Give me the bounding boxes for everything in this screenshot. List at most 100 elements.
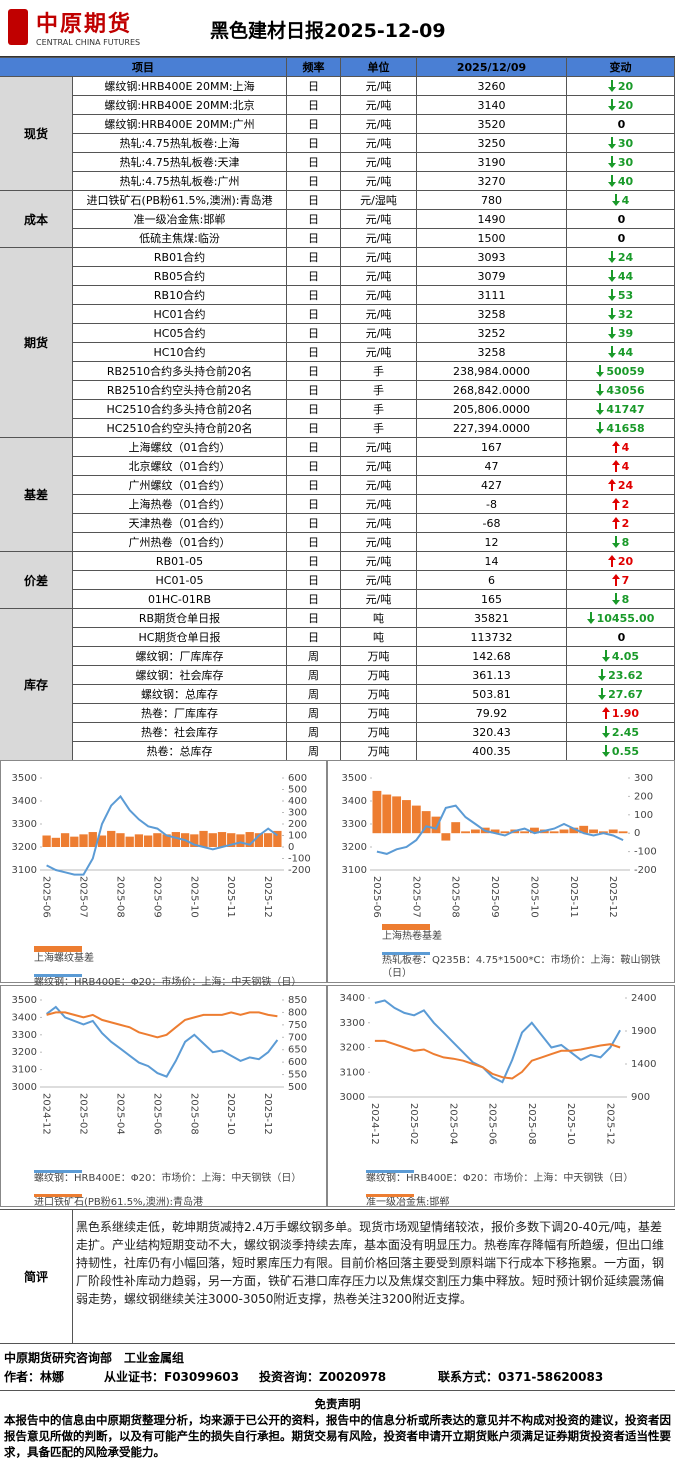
contact-row: 作者：林娜 从业证书：F03099603 投资咨询：Z0020978 联系方式：… — [4, 1368, 674, 1386]
group-label: 现货 — [0, 77, 73, 191]
group-label: 价差 — [0, 552, 73, 609]
cell-item: 准一级冶金焦:邯郸 — [73, 210, 287, 229]
y-tick-label: 3300 — [342, 819, 367, 830]
arrow-down — [586, 612, 595, 624]
arrow-down — [596, 365, 605, 377]
x-tick-label: 2025-02 — [408, 1103, 419, 1145]
x-tick-label: 2025-10 — [528, 876, 539, 918]
cell-value: -68 — [417, 514, 567, 533]
cell-unit: 元/吨 — [341, 305, 417, 324]
change-cell: 4 — [567, 191, 675, 210]
y2-tick-label: 600 — [288, 1057, 307, 1068]
change-cell: 0 — [567, 210, 675, 229]
arrow-down — [607, 289, 616, 301]
bar — [273, 830, 282, 847]
cell-freq: 日 — [287, 324, 341, 343]
legend: 螺纹钢：HRB400E：Φ20：市场价：上海：中天钢铁（日） 进口铁矿石(PB粉6… — [8, 1165, 323, 1213]
change: 8 — [621, 592, 630, 606]
arrow-up — [611, 517, 620, 529]
cell-value: 3258 — [417, 343, 567, 362]
y2-tick-label: 2400 — [631, 993, 656, 1004]
bar — [500, 831, 510, 834]
cell-value: 3250 — [417, 134, 567, 153]
change: 32 — [617, 307, 634, 321]
cell-value: 3270 — [417, 172, 567, 191]
bar — [144, 835, 153, 847]
bar — [162, 834, 171, 847]
arrow-down — [596, 384, 605, 396]
bar — [589, 829, 598, 834]
change-cell: 1.90 — [567, 704, 675, 723]
chart-frame — [0, 985, 327, 1207]
bar — [569, 827, 579, 834]
change: 4 — [621, 440, 630, 454]
cell-unit: 元/吨 — [341, 533, 417, 552]
cell-item: RB2510合约空头持仓前20名 — [73, 381, 287, 400]
change: 44 — [617, 269, 634, 283]
y2-tick-label: 500 — [288, 1082, 307, 1093]
cell-unit: 元/吨 — [341, 590, 417, 609]
y2-tick-label: 700 — [288, 1032, 307, 1043]
group-label: 期货 — [0, 248, 73, 438]
legend-item: 螺纹钢：HRB400E：Φ20：市场价：上海：中天钢铁（日） — [8, 969, 323, 989]
y-tick-label: 3500 — [12, 995, 37, 1006]
cell-item: RB10合约 — [73, 286, 287, 305]
y-tick-label: 3200 — [342, 842, 367, 853]
y2-tick-label: 300 — [288, 808, 307, 819]
cell-unit: 元/吨 — [341, 134, 417, 153]
arrow-down — [611, 593, 620, 605]
cell-value: 167 — [417, 438, 567, 457]
legend-label: 螺纹钢：HRB400E：Φ20：市场价：上海：中天钢铁（日） — [34, 1173, 302, 1184]
cell-freq: 日 — [287, 267, 341, 286]
cell-unit: 元/吨 — [341, 514, 417, 533]
cell-item: 低硫主焦煤:临汾 — [73, 229, 287, 248]
bar — [70, 836, 79, 847]
cell-freq: 日 — [287, 457, 341, 476]
line — [46, 1005, 279, 1078]
y-tick-label: 3500 — [342, 773, 367, 784]
arrow-down — [598, 688, 607, 700]
bar — [190, 834, 199, 847]
bar — [208, 833, 217, 847]
legend-swatch — [34, 946, 82, 952]
arrow-down — [607, 156, 616, 168]
arrow-down — [607, 99, 616, 111]
bar — [264, 833, 273, 847]
cell-freq: 日 — [287, 495, 341, 514]
arrow-down — [607, 80, 616, 92]
cell-item: 上海热卷（01合约） — [73, 495, 287, 514]
change: 2 — [621, 497, 630, 511]
change-cell: 39 — [567, 324, 675, 343]
arrow-down — [607, 137, 616, 149]
cell-value: 3093 — [417, 248, 567, 267]
cell-value: 320.43 — [417, 723, 567, 742]
cell-unit: 吨 — [341, 609, 417, 628]
legend-swatch — [382, 924, 430, 930]
x-tick-label: 2025-12 — [262, 876, 273, 918]
y-tick-label: 3200 — [12, 842, 37, 853]
change: 43056 — [606, 383, 645, 397]
arrow-up — [607, 555, 616, 567]
legend-swatch — [34, 974, 82, 977]
cert: 从业证书：F03099603 — [104, 1370, 239, 1384]
cell-item: RB2510合约多头持仓前20名 — [73, 362, 287, 381]
cell-unit: 元/吨 — [341, 267, 417, 286]
change-cell: 0 — [567, 628, 675, 647]
cell-unit: 手 — [341, 400, 417, 419]
cell-item: HC10合约 — [73, 343, 287, 362]
bar — [97, 835, 107, 847]
arrow-down — [596, 422, 605, 434]
cell-unit: 手 — [341, 381, 417, 400]
x-tick-label: 2025-12 — [262, 1093, 273, 1135]
change: 27.67 — [608, 687, 643, 701]
cell-freq: 周 — [287, 685, 341, 704]
change: 30 — [617, 155, 634, 169]
bar — [608, 829, 618, 834]
cell-unit: 元/吨 — [341, 476, 417, 495]
y2-tick-label: 550 — [288, 1070, 307, 1081]
cell-unit: 万吨 — [341, 723, 417, 742]
y2-tick-label: 400 — [288, 796, 307, 807]
legend-swatch — [34, 1194, 82, 1197]
arrow-down — [607, 346, 616, 358]
